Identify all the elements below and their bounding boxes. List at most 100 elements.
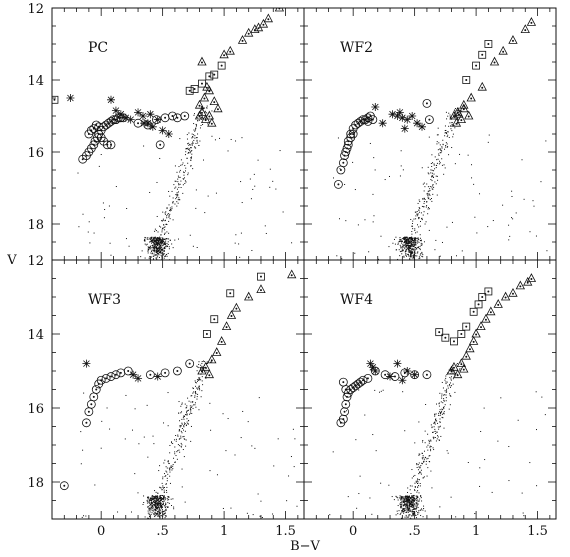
circle-point: [101, 373, 111, 383]
triangle-point: [197, 56, 207, 66]
x-tick-label: 0: [349, 524, 357, 539]
circle-point: [424, 115, 434, 124]
y-tick-label: 14: [27, 74, 44, 89]
triangle-point: [216, 336, 227, 345]
panel-label: WF4: [340, 292, 373, 308]
series-star: [366, 359, 419, 385]
ticks: [51, 7, 304, 261]
circle-point: [422, 370, 432, 380]
series-triangle: [446, 273, 537, 379]
panel-label: WF2: [340, 40, 373, 56]
x-axis-title: B−V: [290, 539, 320, 554]
x-tick-label: 1.5: [275, 524, 296, 539]
star-point: [393, 112, 402, 120]
star-point: [418, 122, 427, 131]
square-point: [210, 70, 219, 79]
triangle-point: [481, 313, 491, 323]
y-tick-label: 18: [27, 218, 44, 233]
square-point: [190, 85, 199, 93]
series-triangle: [197, 269, 297, 379]
star-point: [148, 122, 157, 131]
star-point: [398, 376, 407, 385]
triangle-point: [226, 310, 237, 319]
panel-label: WF3: [88, 292, 121, 308]
plot-area: [333, 17, 548, 260]
panel-pc: 12 14 16 18 PC: [27, 2, 305, 261]
triangle-point: [231, 302, 242, 312]
circle-point: [185, 359, 195, 369]
star-point: [129, 370, 138, 379]
square-point: [462, 322, 471, 331]
x-tick-label: 1: [472, 524, 480, 539]
star-point: [403, 115, 412, 124]
triangle-point: [508, 287, 518, 297]
star-point: [371, 103, 380, 111]
square-point: [469, 307, 478, 316]
circle-point: [116, 368, 126, 378]
series-star: [66, 94, 173, 138]
x-tick-label: 1: [220, 524, 228, 539]
triangle-point: [456, 114, 467, 123]
triangle-point: [520, 24, 530, 33]
x-tick-label: .5: [156, 524, 168, 539]
y-tick-label: 16: [27, 146, 44, 161]
series-circle: [59, 359, 195, 491]
triangle-point: [207, 117, 217, 127]
triangle-point: [526, 17, 537, 26]
circle-point: [155, 140, 165, 150]
star-point: [158, 126, 167, 135]
x-tick-label: .5: [408, 524, 420, 539]
square-point: [257, 272, 265, 281]
circle-point: [123, 366, 133, 376]
triangle-point: [464, 110, 474, 120]
triangle-point: [465, 343, 475, 353]
star-point: [378, 119, 387, 128]
triangle-point: [213, 103, 223, 113]
circle-point: [172, 366, 182, 376]
star-point: [66, 94, 75, 102]
triangle-point: [466, 92, 476, 102]
triangle-point: [498, 45, 508, 55]
square-point: [472, 61, 480, 70]
star-point: [395, 108, 404, 117]
circle-point: [86, 125, 96, 135]
star-point: [121, 113, 130, 122]
triangle-point: [263, 13, 274, 23]
circle-point: [338, 377, 348, 387]
triangle-point: [526, 273, 537, 282]
circle-point: [358, 375, 368, 385]
triangle-point: [225, 45, 235, 55]
triangle-point: [476, 321, 486, 330]
star-point: [371, 367, 380, 375]
star-point: [398, 113, 407, 122]
triangle-point: [204, 110, 215, 120]
star-point: [408, 112, 417, 120]
star-point: [403, 367, 412, 375]
circle-point: [168, 111, 177, 121]
circle-point: [356, 377, 365, 387]
triangle-point: [221, 321, 232, 330]
star-point: [134, 374, 143, 383]
series-circle: [336, 366, 432, 428]
triangle-point: [452, 369, 463, 379]
star-point: [116, 110, 125, 119]
circle-point: [363, 117, 373, 126]
circle-point: [106, 117, 116, 126]
x-tick-label: 1.5: [527, 524, 548, 539]
y-axis-title: V: [6, 253, 17, 268]
circle-point: [358, 115, 368, 124]
triangle-point: [454, 108, 464, 118]
series-square: [202, 272, 265, 338]
circle-point: [91, 120, 101, 130]
field-stars: [333, 106, 548, 260]
circle-point: [59, 481, 69, 491]
circle-point: [180, 111, 190, 121]
ticks: [303, 259, 556, 520]
circle-point: [145, 370, 155, 380]
square-point: [478, 50, 487, 59]
square-point: [217, 61, 226, 70]
plot-area: [329, 273, 546, 519]
square-point: [202, 330, 211, 338]
panel-wf3: 12 14 16 18 0 .5 1 1.5 WF3: [27, 254, 305, 539]
square-point: [205, 72, 214, 81]
